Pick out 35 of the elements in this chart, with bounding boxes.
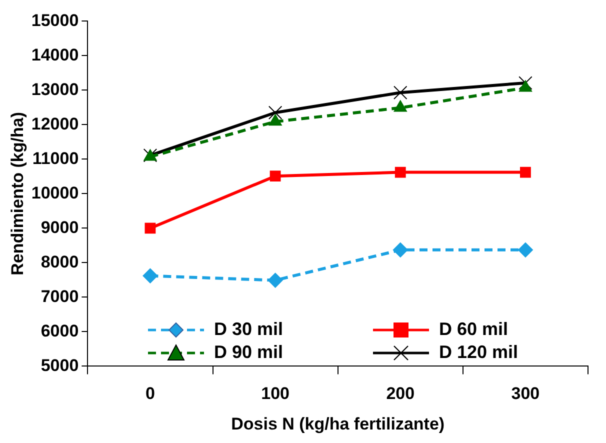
- x-tick-label: 100: [261, 384, 290, 404]
- y-tick-label: 10000: [31, 183, 79, 202]
- y-tick-label: 6000: [40, 321, 79, 340]
- point: [392, 242, 408, 258]
- point: [520, 166, 531, 178]
- point: [394, 100, 407, 112]
- point: [518, 242, 533, 258]
- y-tick-label: 11000: [32, 148, 79, 168]
- y-tick-label: 14000: [31, 45, 79, 64]
- legend-label: D 90 mil: [214, 342, 284, 363]
- point: [142, 268, 158, 284]
- legend-label: D 30 mil: [214, 319, 284, 340]
- point: [270, 170, 281, 182]
- point: [268, 114, 282, 126]
- point: [394, 86, 408, 100]
- point: [268, 272, 283, 288]
- point: [394, 166, 406, 178]
- y-tick-label: 8000: [40, 252, 79, 272]
- y-tick-label: 15000: [31, 10, 79, 30]
- legend-label: D 60 mil: [439, 319, 508, 340]
- point: [144, 222, 156, 234]
- legend-label: D 120 mil: [439, 342, 518, 363]
- x-tick-label: 0: [145, 384, 155, 404]
- x-tick-label: 300: [511, 384, 540, 404]
- x-tick-label: 200: [386, 384, 415, 404]
- y-tick-label: 13000: [31, 80, 79, 99]
- y-tick-label: 5000: [40, 356, 79, 375]
- x-axis-title: Dosis N (kg/ha fertilizante): [231, 414, 445, 434]
- y-axis-title: Rendimiento (kg/ha): [8, 112, 27, 276]
- y-tick-label: 9000: [40, 218, 79, 237]
- y-tick-label: 7000: [40, 286, 79, 306]
- point: [268, 106, 282, 120]
- y-tick-label: 12000: [31, 114, 79, 134]
- point: [518, 80, 532, 92]
- point: [518, 76, 532, 90]
